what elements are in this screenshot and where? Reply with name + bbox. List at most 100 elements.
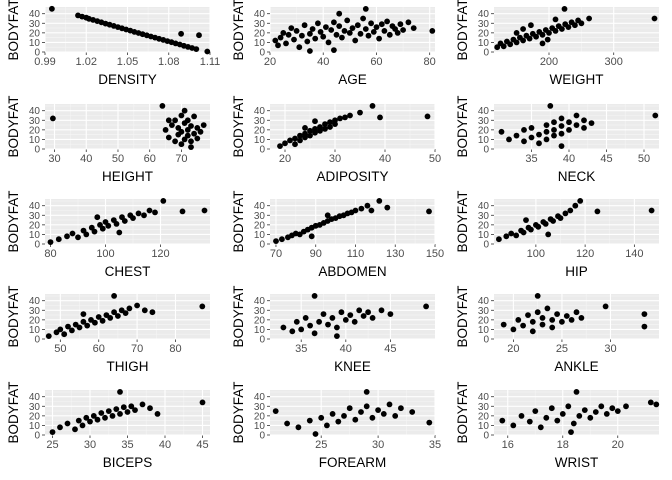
data-point <box>105 408 112 414</box>
data-point <box>518 413 525 419</box>
x-tick-label: 35 <box>121 439 133 451</box>
data-point <box>549 317 556 323</box>
data-point <box>426 208 432 215</box>
y-tick-label: 40 <box>254 296 266 307</box>
data-point <box>577 198 584 204</box>
data-point <box>545 231 552 238</box>
data-point <box>394 30 401 36</box>
data-point <box>559 411 566 417</box>
data-point <box>347 112 353 119</box>
data-point <box>528 22 534 29</box>
data-point <box>423 303 429 310</box>
data-point <box>513 132 520 139</box>
data-point <box>317 29 324 35</box>
x-tick-label: 1.02 <box>76 56 97 68</box>
y-axis-title: BODYFAT <box>6 95 21 157</box>
data-point <box>57 424 63 431</box>
data-point <box>146 207 153 214</box>
y-tick-label: 40 <box>29 392 41 403</box>
data-point <box>534 293 541 299</box>
x-tick-label: 1.08 <box>158 56 179 68</box>
data-point <box>293 28 300 34</box>
data-point <box>341 413 347 419</box>
data-point <box>199 303 206 310</box>
data-point <box>306 417 313 424</box>
y-axis-title: BODYFAT <box>455 95 470 157</box>
data-point <box>204 48 211 55</box>
data-point <box>594 208 601 215</box>
data-point <box>83 414 90 421</box>
data-point <box>102 414 108 421</box>
data-point <box>587 414 594 421</box>
data-point <box>543 128 550 135</box>
x-tick-label: 20 <box>264 56 276 68</box>
data-point <box>95 314 102 320</box>
data-point <box>652 112 659 119</box>
y-tick-label: 40 <box>29 106 41 117</box>
data-point <box>342 317 349 323</box>
data-point <box>400 27 406 33</box>
data-point <box>83 231 90 238</box>
data-point <box>369 315 376 321</box>
data-point <box>200 122 207 128</box>
data-point <box>358 205 365 212</box>
data-point <box>160 198 167 204</box>
data-point <box>529 318 536 325</box>
x-tick-label: 120 <box>151 248 169 260</box>
data-point <box>506 136 512 143</box>
data-point <box>121 218 128 224</box>
data-point <box>543 414 550 421</box>
data-point <box>122 310 129 316</box>
data-point <box>273 238 279 245</box>
data-point <box>296 44 303 51</box>
data-point <box>334 324 340 331</box>
x-tick-label: 60 <box>93 343 105 355</box>
data-point <box>191 130 198 137</box>
data-point <box>576 413 583 419</box>
data-point <box>354 22 361 29</box>
data-point <box>117 389 123 395</box>
data-point <box>598 403 605 410</box>
data-point <box>284 420 290 427</box>
data-point <box>165 134 172 141</box>
data-point <box>520 26 526 32</box>
data-point <box>304 38 311 45</box>
y-tick-label: 40 <box>29 9 41 20</box>
x-tick-label: 50 <box>112 153 124 165</box>
data-point <box>320 33 327 40</box>
panel-background <box>494 294 659 339</box>
data-point <box>302 134 308 141</box>
data-point <box>558 130 565 137</box>
data-point <box>194 135 201 142</box>
data-point <box>113 221 120 227</box>
x-tick-label: 40 <box>159 439 171 451</box>
data-point <box>525 312 531 318</box>
y-tick-label: 0 <box>34 335 40 346</box>
y-tick-label: 30 <box>478 116 490 127</box>
data-point <box>559 318 565 325</box>
data-point <box>344 17 351 24</box>
y-tick-label: 20 <box>29 411 41 422</box>
data-point <box>378 307 385 314</box>
data-point <box>573 389 580 395</box>
data-point <box>521 138 527 145</box>
data-point <box>570 420 577 427</box>
data-point <box>534 309 541 316</box>
data-point <box>369 103 376 109</box>
data-point <box>292 141 298 148</box>
y-tick-label: 20 <box>478 315 490 326</box>
data-point <box>90 413 97 419</box>
data-point <box>302 315 309 321</box>
data-point <box>105 222 112 229</box>
y-tick-label: 30 <box>254 211 266 222</box>
data-point <box>331 47 337 53</box>
data-point <box>346 405 353 412</box>
data-point <box>323 24 329 30</box>
data-point <box>72 426 78 433</box>
data-point <box>375 407 381 413</box>
data-point <box>369 414 376 421</box>
data-point <box>91 228 98 235</box>
data-point <box>365 32 372 39</box>
x-tick-label: 40 <box>317 56 329 68</box>
